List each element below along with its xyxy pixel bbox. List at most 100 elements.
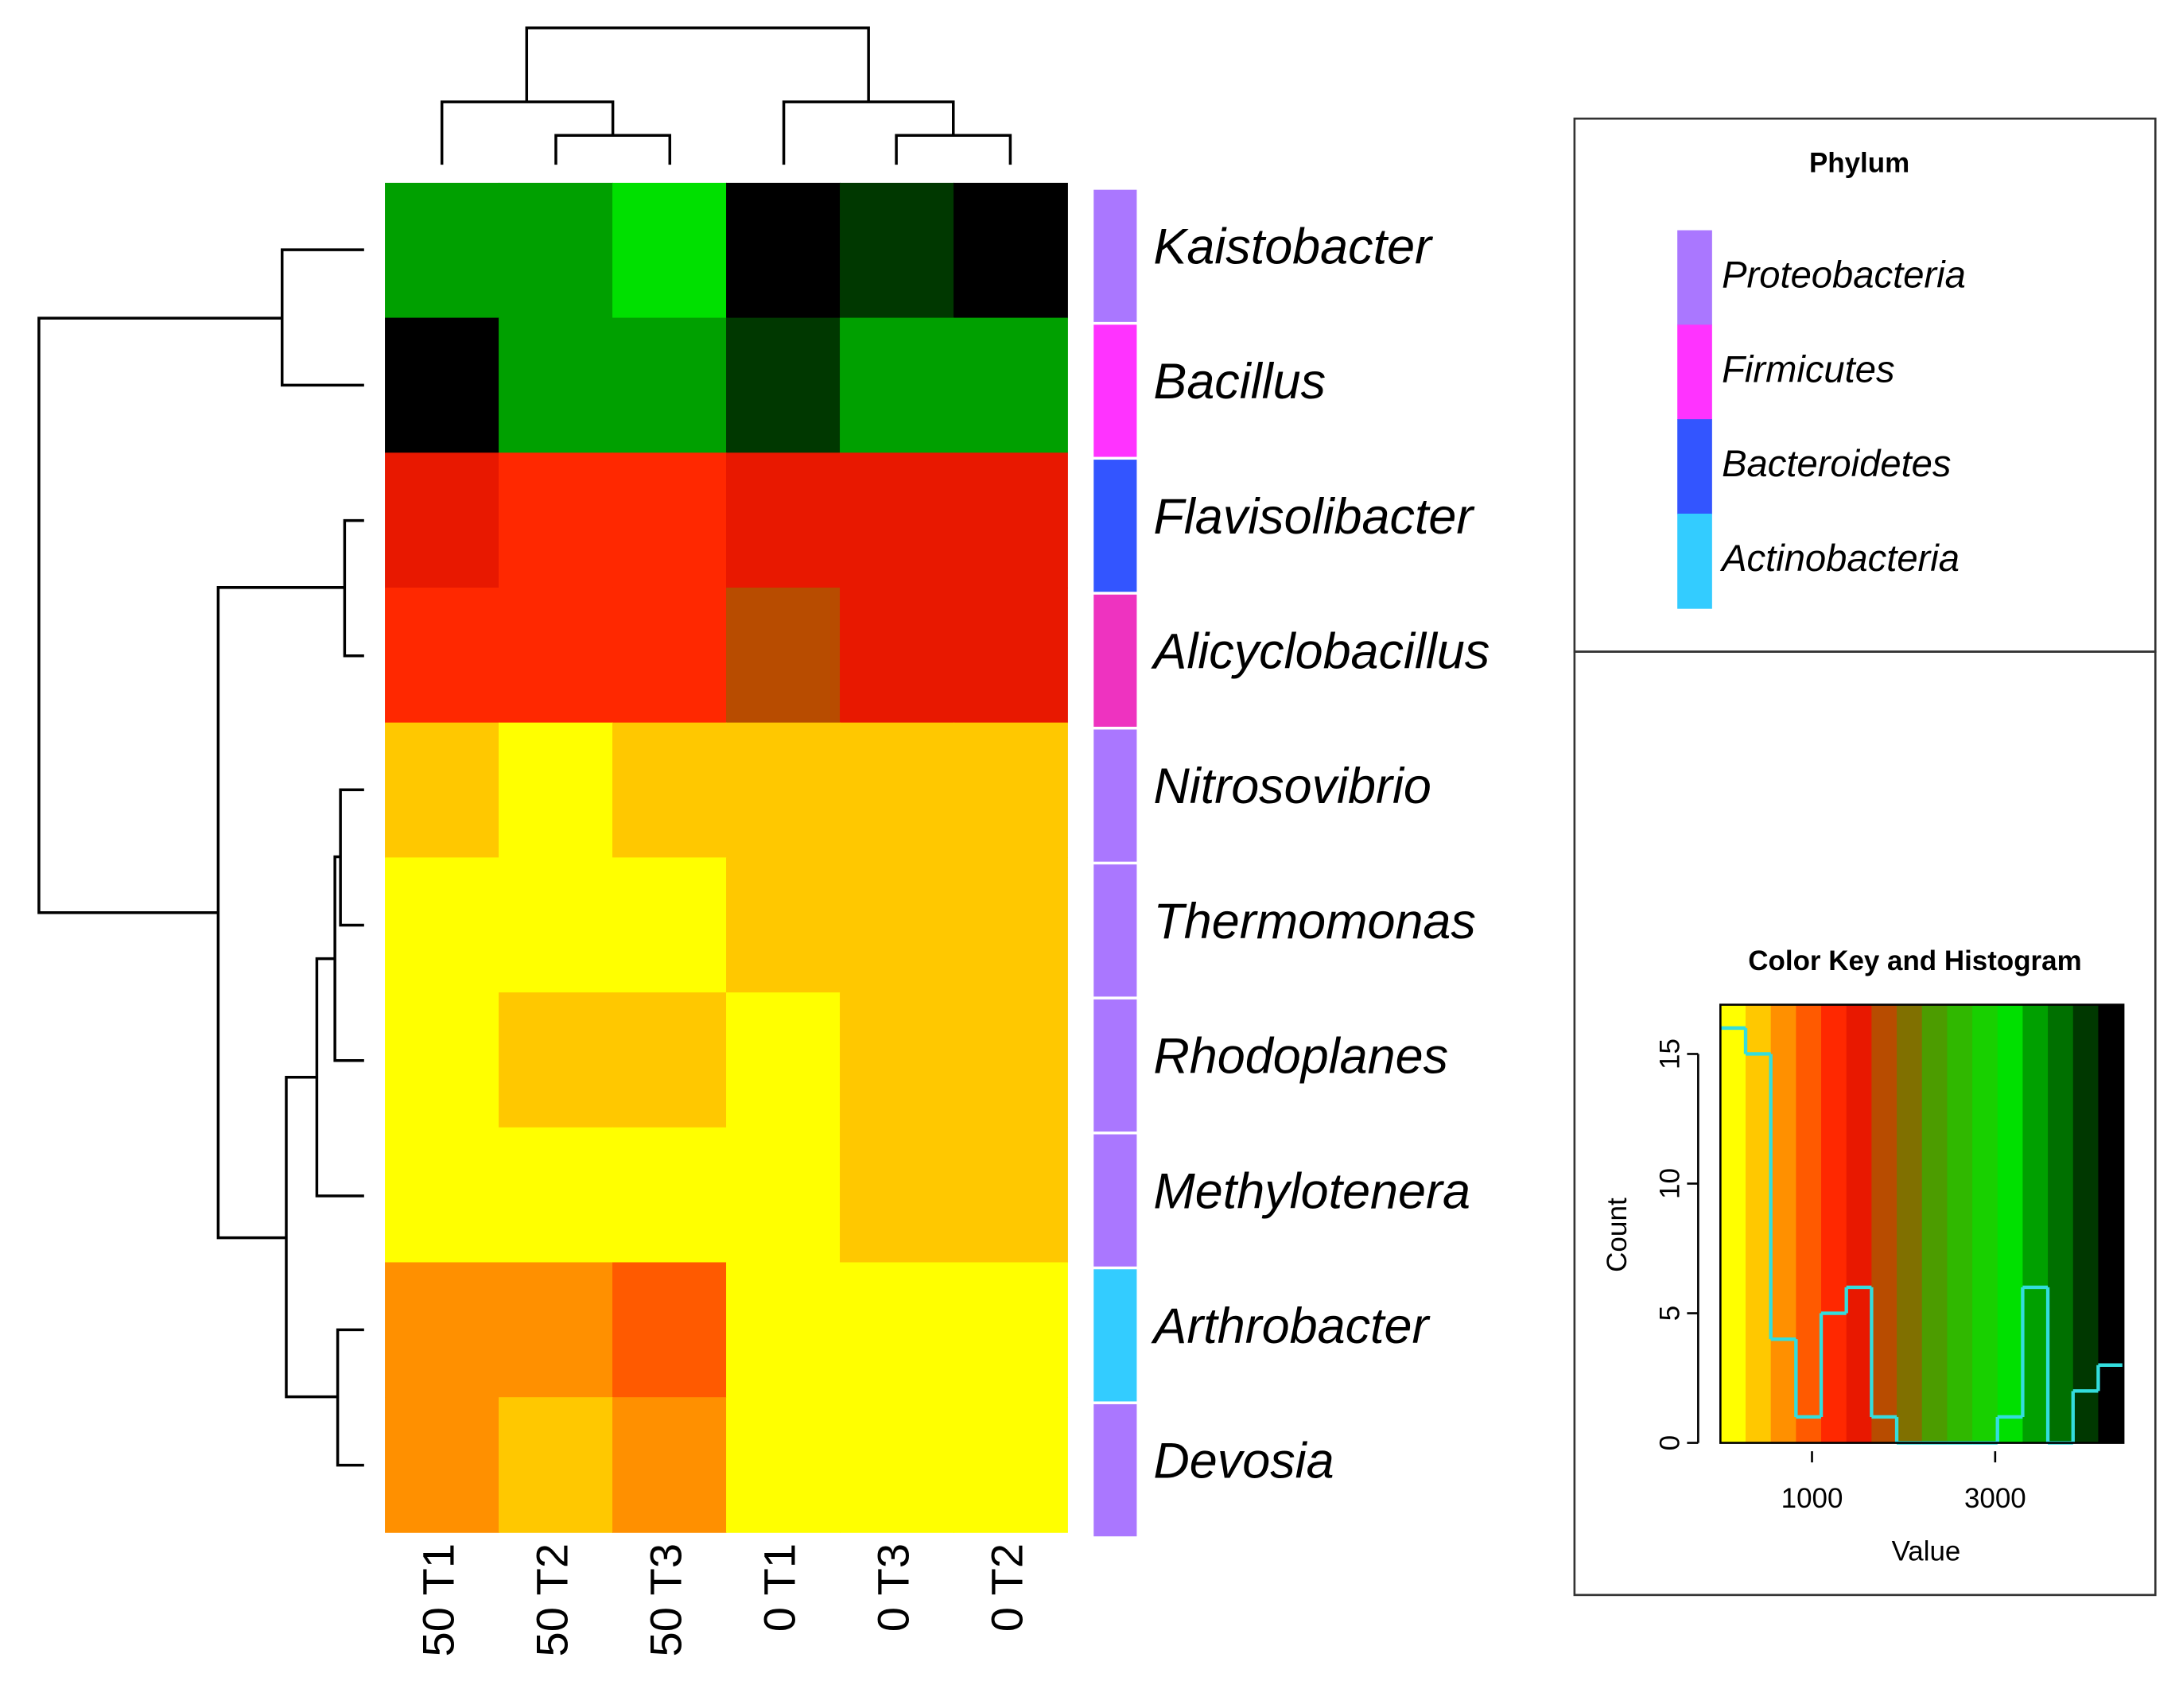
heatmap-cell [612, 1262, 727, 1399]
key-bin [1871, 1004, 1897, 1443]
heatmap-cell [954, 587, 1068, 724]
row-side-color [1093, 460, 1137, 592]
heatmap-cell [726, 452, 841, 588]
heatmap-cell [954, 182, 1068, 319]
key-bin [1997, 1004, 2024, 1443]
heatmap-cell [726, 587, 841, 724]
heatmap-cell [726, 1397, 841, 1533]
heatmap-cell [385, 1262, 499, 1399]
column-label: 50 T2 [526, 1543, 577, 1657]
heatmap-cell [612, 1397, 727, 1533]
heatmap-cell [840, 857, 954, 993]
row-label: Flavisolibacter [1153, 489, 1475, 545]
row-side-color [1093, 864, 1137, 997]
heatmap-cell [840, 452, 954, 588]
heatmap-cell [612, 182, 727, 319]
key-bin [1947, 1004, 1973, 1443]
legend-swatch [1677, 230, 1712, 326]
y-tick-label: 0 [1654, 1435, 1685, 1451]
key-bin [1821, 1004, 1847, 1443]
legend-swatch [1677, 513, 1712, 609]
heatmap-cell [726, 722, 841, 859]
key-bin [2072, 1004, 2099, 1443]
heatmap-cell [954, 857, 1068, 993]
x-axis-title: Value [1892, 1535, 1961, 1566]
heatmap-cell [726, 317, 841, 454]
key-bin [1921, 1004, 1948, 1443]
row-label: Methylotenera [1153, 1163, 1470, 1219]
key-box [1573, 650, 2157, 1597]
heatmap-cell [612, 1127, 727, 1264]
key-bin [1746, 1004, 1772, 1443]
heatmap-cell [385, 1127, 499, 1264]
heatmap-cell [954, 452, 1068, 588]
column-label: 0 T2 [981, 1543, 1031, 1632]
heatmap-cell [954, 1397, 1068, 1533]
heatmap-cell [612, 722, 727, 859]
heatmap-cell [499, 1397, 613, 1533]
row-side-color [1093, 1134, 1137, 1267]
heatmap-cell [954, 722, 1068, 859]
heatmap-cell [612, 992, 727, 1128]
heatmap-cell [954, 992, 1068, 1128]
heatmap-cell [385, 182, 499, 319]
heatmap-cell [499, 857, 613, 993]
heatmap-cell [612, 857, 727, 993]
heatmap-cell [840, 1262, 954, 1399]
heatmap-cell [499, 1127, 613, 1264]
heatmap-cell [954, 1127, 1068, 1264]
legend-label: Bacteroidetes [1722, 443, 1951, 485]
row-label: Nitrosovibrio [1153, 759, 1431, 814]
heatmap-cell [385, 722, 499, 859]
heatmap-cell [385, 587, 499, 724]
column-dendrogram [440, 26, 1012, 165]
legend-label: Proteobacteria [1722, 254, 1966, 296]
row-label: Bacillus [1153, 354, 1326, 410]
row-side-color [1093, 594, 1137, 727]
row-label: Arthrobacter [1150, 1298, 1431, 1354]
heatmap-cell [840, 182, 954, 319]
y-tick-label: 5 [1654, 1306, 1685, 1322]
row-side-color [1093, 999, 1137, 1132]
y-axis-title: Count [1602, 1198, 1633, 1272]
legend-swatch [1677, 419, 1712, 514]
heatmap-cell [840, 317, 954, 454]
heatmap-cell [385, 992, 499, 1128]
row-side-color [1093, 729, 1137, 862]
row-dendrogram [37, 248, 364, 1467]
key-bin [2098, 1004, 2124, 1443]
heatmap-cell [612, 317, 727, 454]
key-bin [2048, 1004, 2074, 1443]
key-bin [1720, 1004, 1746, 1443]
heatmap-cell [385, 857, 499, 993]
heatmap-cell [385, 1397, 499, 1533]
column-label: 0 T1 [754, 1543, 804, 1632]
heatmap-cell [499, 992, 613, 1128]
legend-swatch [1677, 324, 1712, 421]
heatmap-cell [499, 587, 613, 724]
key-bin [1770, 1004, 1797, 1443]
heatmap-cell [726, 992, 841, 1128]
heatmap-cell [612, 452, 727, 588]
row-side-color [1093, 324, 1137, 457]
heatmap-cell [840, 992, 954, 1128]
heatmap-cell [385, 452, 499, 588]
x-tick-label: 3000 [1964, 1483, 2026, 1514]
heatmap-cell [499, 182, 613, 319]
heatmap-cell [954, 1262, 1068, 1399]
row-side-color [1093, 189, 1137, 322]
key-title: Color Key and Histogram [1748, 945, 2081, 976]
heatmap-cell [499, 1262, 613, 1399]
key-bin [1846, 1004, 1873, 1443]
row-side-color [1093, 1269, 1137, 1402]
row-side-color [1093, 1403, 1137, 1537]
legend-title: Phylum [1809, 147, 1909, 178]
row-label: Devosia [1153, 1434, 1334, 1489]
heatmap-cell [499, 722, 613, 859]
heatmap-cell [612, 587, 727, 724]
heatmap-cell [840, 1397, 954, 1533]
heatmap-cell [499, 452, 613, 588]
x-tick-label: 1000 [1781, 1483, 1843, 1514]
